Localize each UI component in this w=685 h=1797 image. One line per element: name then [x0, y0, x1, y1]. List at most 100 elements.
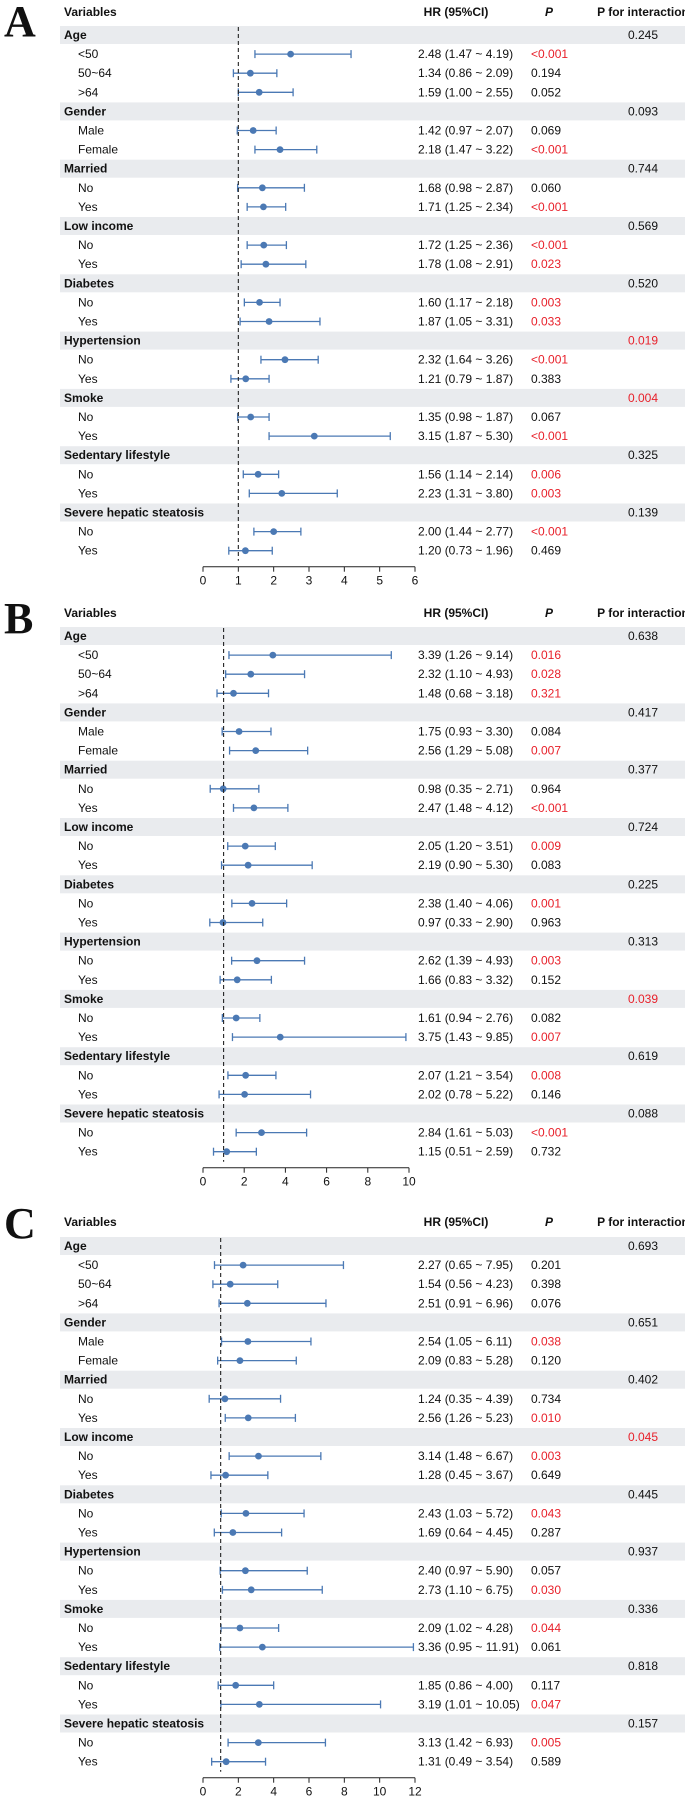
hr-ci-value: 1.68 (0.98 ~ 2.87): [418, 181, 513, 195]
hr-ci-value: 2.43 (1.03 ~ 5.72): [418, 1506, 513, 1520]
p-value: 0.383: [531, 372, 561, 386]
group-row-shade: [60, 217, 685, 235]
p-interaction-value: 0.039: [628, 992, 658, 1006]
p-value: <0.001: [531, 525, 568, 539]
hr-ci-value: 2.51 (0.91 ~ 6.96): [418, 1296, 513, 1310]
subgroup-row: No 1.61 (0.94 ~ 2.76) 0.082: [78, 1011, 561, 1025]
p-value: 0.120: [531, 1354, 561, 1368]
group-label: Severe hepatic steatosis: [64, 1717, 204, 1731]
group-row-shade: [60, 1047, 685, 1066]
group-row: Diabetes 0.445: [60, 1485, 685, 1504]
hr-point: [248, 900, 256, 907]
subgroup-row: No 2.43 (1.03 ~ 5.72) 0.043: [78, 1506, 561, 1520]
hr-ci-value: 1.59 (1.00 ~ 2.55): [418, 85, 513, 99]
p-interaction-value: 0.651: [628, 1315, 658, 1329]
p-value: 0.044: [531, 1621, 561, 1635]
p-value: 0.469: [531, 544, 561, 558]
p-interaction-value: 0.638: [628, 629, 658, 643]
hr-ci-value: 3.36 (0.95 ~ 11.91): [418, 1640, 519, 1654]
subgroup-label: No: [78, 1126, 94, 1140]
group-row-shade: [60, 388, 685, 407]
hr-ci-value: 1.85 (0.86 ~ 4.00): [418, 1678, 513, 1692]
p-value: 0.028: [531, 667, 561, 681]
subgroup-row: 50~64 1.34 (0.86 ~ 2.09) 0.194: [78, 66, 561, 80]
x-tick-label: 6: [412, 574, 419, 588]
subgroup-label: Yes: [78, 858, 98, 872]
hr-point: [241, 842, 249, 850]
hr-ci-value: 2.09 (0.83 ~ 5.28): [418, 1354, 513, 1368]
p-value: 0.006: [531, 467, 561, 481]
p-value: 0.083: [531, 858, 561, 872]
group-label: Diabetes: [64, 877, 114, 891]
x-tick-label: 5: [376, 574, 383, 588]
hr-point: [226, 1280, 234, 1288]
group-label: Severe hepatic steatosis: [64, 1107, 204, 1121]
subgroup-label: Yes: [78, 1468, 98, 1482]
group-row: Sedentary lifestyle 0.325: [60, 446, 685, 465]
header-hr: HR (95%CI): [424, 606, 489, 620]
subgroup-row: Yes 1.31 (0.49 ~ 3.54) 0.589: [78, 1755, 561, 1769]
p-value: 0.030: [531, 1583, 561, 1597]
group-row: Married 0.744: [60, 159, 685, 178]
group-row-shade: [60, 331, 685, 350]
group-row-shade: [60, 989, 685, 1008]
group-row: Age 0.693: [60, 1237, 685, 1255]
hr-point: [222, 1758, 230, 1766]
hr-ci-value: 2.32 (1.10 ~ 4.93): [418, 667, 513, 681]
p-value: 0.117: [531, 1678, 560, 1692]
panel-a: A Variables HR (95%CI) P P for interaction Ag…: [4, 0, 685, 588]
p-interaction-value: 0.693: [628, 1239, 658, 1253]
p-interaction-value: 0.569: [628, 219, 658, 233]
subgroup-label: Yes: [78, 1640, 98, 1654]
header-row: Variables HR (95%CI) P P for interaction: [64, 5, 685, 19]
subgroup-label: Yes: [78, 1087, 98, 1101]
x-tick-label: 2: [270, 574, 277, 588]
p-interaction-value: 0.245: [628, 28, 658, 42]
header-p-interaction: P for interaction: [597, 606, 685, 620]
subgroup-label: 50~64: [78, 1277, 112, 1291]
p-value: 0.038: [531, 1335, 561, 1349]
p-interaction-value: 0.417: [628, 705, 658, 719]
group-row: Hypertension 0.019: [60, 331, 685, 350]
p-value: 0.016: [531, 648, 561, 662]
hr-point: [253, 957, 261, 965]
hr-point: [233, 976, 241, 984]
subgroup-row: Female 2.09 (0.83 ~ 5.28) 0.120: [78, 1354, 561, 1368]
subgroup-row: Yes 1.87 (1.05 ~ 3.31) 0.033: [78, 315, 561, 329]
hr-ci-value: 2.47 (1.48 ~ 4.12): [418, 801, 513, 815]
p-interaction-value: 0.313: [628, 935, 658, 949]
subgroup-label: Female: [78, 143, 118, 157]
hr-ci-value: 2.27 (0.65 ~ 7.95): [418, 1258, 513, 1272]
hr-ci-value: 1.61 (0.94 ~ 2.76): [418, 1011, 513, 1025]
subgroup-label: Yes: [78, 200, 98, 214]
hr-point: [242, 547, 249, 555]
hr-ci-value: 3.39 (1.26 ~ 9.14): [418, 648, 513, 662]
header-variables: Variables: [64, 1215, 117, 1229]
hr-point: [219, 919, 227, 926]
subgroup-label: >64: [78, 1296, 99, 1310]
hr-ci-value: 2.62 (1.39 ~ 4.93): [418, 954, 513, 968]
hr-point: [242, 375, 250, 383]
hr-ci-value: 1.31 (0.49 ~ 3.54): [418, 1755, 513, 1769]
subgroup-label: No: [78, 1011, 94, 1025]
hr-point: [252, 747, 260, 754]
hr-ci-value: 2.00 (1.44 ~ 2.77): [418, 525, 513, 539]
header-p-interaction: P for interaction: [597, 5, 685, 19]
hr-point: [242, 1567, 249, 1575]
hr-ci-value: 1.56 (1.14 ~ 2.14): [418, 467, 513, 481]
header-row: Variables HR (95%CI) P P for interaction: [64, 606, 685, 620]
p-value: <0.001: [531, 47, 568, 61]
p-interaction-value: 0.937: [628, 1545, 658, 1559]
panel-b: B Variables HR (95%CI) P P for interaction Ag…: [4, 594, 685, 1189]
subgroup-row: No 2.84 (1.61 ~ 5.03) <0.001: [78, 1126, 568, 1140]
hr-point: [255, 1701, 263, 1708]
hr-ci-value: 1.34 (0.86 ~ 2.09): [418, 66, 513, 80]
panel-letter: A: [4, 0, 36, 46]
p-value: <0.001: [531, 429, 568, 443]
hr-point: [254, 470, 262, 478]
subgroup-label: No: [78, 410, 94, 424]
hr-point: [221, 1395, 229, 1403]
p-value: 0.003: [531, 486, 561, 500]
p-value: 0.007: [531, 744, 561, 758]
